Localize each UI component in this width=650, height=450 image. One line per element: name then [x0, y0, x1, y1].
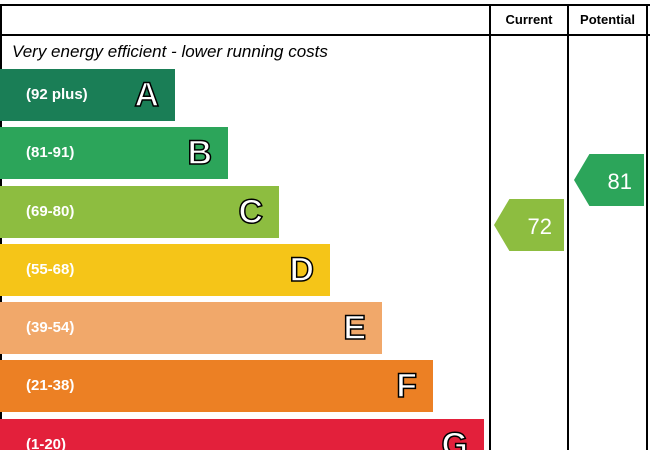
rating-band: (81-91) B	[0, 127, 228, 179]
rating-band: (69-80) C	[0, 186, 279, 238]
band-range: (55-68)	[26, 261, 75, 278]
band-letter: G	[441, 425, 469, 450]
border	[0, 34, 650, 36]
band-letter: C	[238, 192, 264, 232]
border	[567, 4, 569, 450]
band-letter: B	[187, 133, 213, 173]
border	[0, 4, 650, 6]
current-rating: 72	[494, 199, 564, 251]
band-letter: E	[343, 308, 367, 348]
rating-band: (39-54) E	[0, 302, 382, 354]
band-range: (92 plus)	[26, 86, 88, 103]
top-label: Very energy efficient - lower running co…	[12, 42, 328, 61]
potential-value: 81	[607, 169, 632, 194]
band-range: (81-91)	[26, 144, 75, 161]
rating-band: (1-20) G	[0, 419, 484, 450]
band-letter: F	[395, 366, 417, 406]
band-letter: D	[289, 250, 315, 290]
potential-rating: 81	[574, 154, 644, 206]
rating-band: (55-68) D	[0, 244, 330, 296]
band-range: (69-80)	[26, 203, 75, 220]
rating-band: (21-38) F	[0, 360, 433, 412]
band-range: (21-38)	[26, 377, 75, 394]
border	[646, 4, 648, 450]
current-value: 72	[527, 214, 552, 239]
band-range: (1-20)	[26, 436, 67, 450]
potential-header: Potential	[580, 12, 635, 27]
band-letter: A	[134, 75, 160, 115]
rating-band: (92 plus) A	[0, 69, 175, 121]
border	[489, 4, 491, 450]
current-header: Current	[505, 12, 553, 27]
band-range: (39-54)	[26, 319, 75, 336]
